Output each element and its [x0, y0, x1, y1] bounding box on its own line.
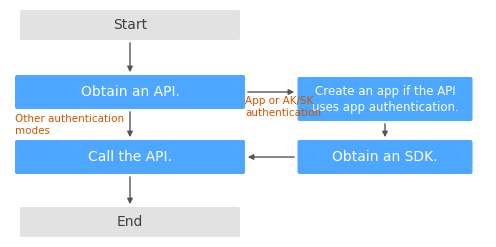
FancyBboxPatch shape: [15, 75, 245, 109]
Text: Other authentication
modes: Other authentication modes: [15, 114, 124, 136]
Text: Obtain an SDK.: Obtain an SDK.: [332, 150, 438, 164]
Text: Start: Start: [113, 18, 147, 32]
FancyBboxPatch shape: [298, 140, 473, 174]
FancyBboxPatch shape: [15, 140, 245, 174]
FancyBboxPatch shape: [20, 207, 240, 237]
FancyBboxPatch shape: [298, 77, 473, 121]
FancyBboxPatch shape: [20, 10, 240, 40]
Text: Create an app if the API
uses app authentication.: Create an app if the API uses app authen…: [311, 84, 458, 114]
Text: Call the API.: Call the API.: [88, 150, 172, 164]
Text: App or AK/SK
authentication: App or AK/SK authentication: [245, 96, 321, 118]
Text: End: End: [117, 215, 143, 229]
Text: Obtain an API.: Obtain an API.: [80, 85, 180, 99]
